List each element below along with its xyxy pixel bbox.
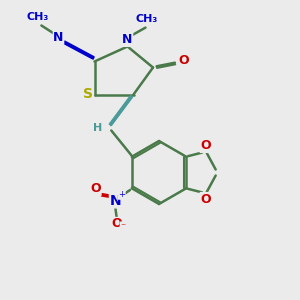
Text: N: N: [122, 33, 133, 46]
Text: CH₃: CH₃: [136, 14, 158, 25]
Text: H: H: [94, 123, 103, 133]
Text: O: O: [200, 140, 211, 152]
Text: O: O: [200, 193, 211, 206]
Text: S: S: [83, 88, 93, 101]
Text: O: O: [178, 53, 189, 67]
Text: N: N: [110, 194, 121, 208]
Text: ⁻: ⁻: [120, 222, 125, 232]
Text: CH₃: CH₃: [26, 11, 49, 22]
Text: O: O: [111, 218, 122, 230]
Text: +: +: [118, 190, 125, 199]
Text: N: N: [53, 31, 64, 44]
Text: O: O: [90, 182, 101, 195]
